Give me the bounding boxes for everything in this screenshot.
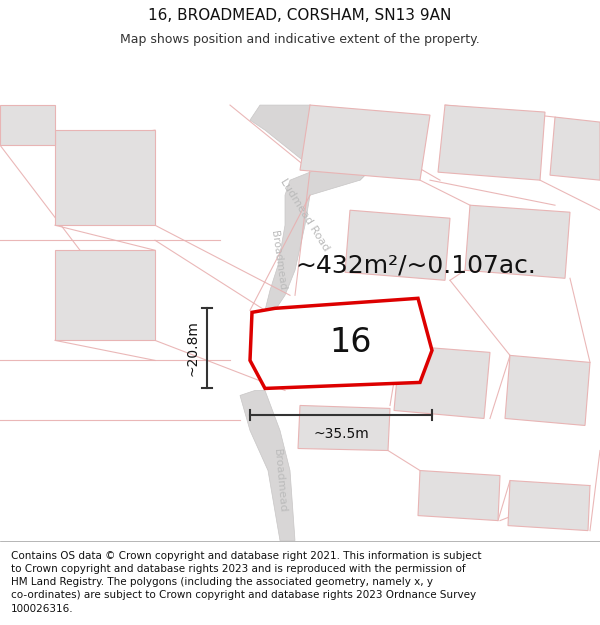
Text: Contains OS data © Crown copyright and database right 2021. This information is : Contains OS data © Crown copyright and d… (11, 551, 481, 614)
Text: Ludmead Road: Ludmead Road (278, 177, 331, 253)
Polygon shape (465, 205, 570, 278)
Polygon shape (300, 105, 430, 180)
Text: Broadmead: Broadmead (269, 230, 287, 291)
Polygon shape (265, 160, 370, 311)
Text: ~20.8m: ~20.8m (185, 321, 199, 376)
Polygon shape (508, 481, 590, 531)
Polygon shape (550, 117, 600, 180)
Polygon shape (505, 356, 590, 426)
Polygon shape (298, 406, 390, 451)
Text: ~432m²/~0.107ac.: ~432m²/~0.107ac. (295, 253, 536, 278)
Polygon shape (55, 250, 155, 341)
Polygon shape (250, 298, 432, 388)
Polygon shape (55, 130, 155, 225)
Text: 16: 16 (329, 326, 371, 359)
Text: Broadmead: Broadmead (272, 448, 288, 513)
Text: ~35.5m: ~35.5m (313, 428, 369, 441)
Text: 16, BROADMEAD, CORSHAM, SN13 9AN: 16, BROADMEAD, CORSHAM, SN13 9AN (148, 8, 452, 22)
Polygon shape (345, 210, 450, 280)
Polygon shape (394, 346, 490, 419)
Polygon shape (418, 471, 500, 521)
Polygon shape (250, 105, 370, 180)
Polygon shape (0, 105, 55, 145)
Text: Map shows position and indicative extent of the property.: Map shows position and indicative extent… (120, 32, 480, 46)
Polygon shape (240, 391, 295, 541)
Polygon shape (438, 105, 545, 180)
